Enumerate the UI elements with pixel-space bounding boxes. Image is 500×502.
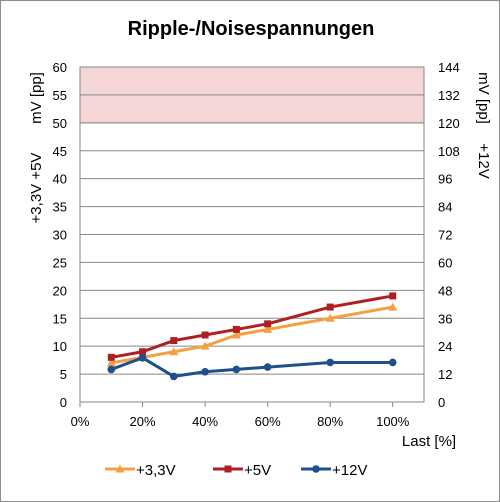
- x-tick-label: 80%: [317, 414, 343, 429]
- y-right-label-unit: mV [pp]: [475, 72, 492, 124]
- data-point-12v: [232, 365, 241, 374]
- y-left-tick-label: 45: [53, 144, 67, 159]
- data-point-33v: [169, 347, 179, 356]
- chart-title: Ripple-/Noisespannungen: [128, 18, 375, 40]
- data-point-12v: [170, 372, 178, 381]
- legend-label-12v: +12V: [332, 462, 367, 479]
- data-point-33v: [263, 324, 273, 333]
- legend-marker-33v: [115, 464, 125, 473]
- plot-area-border: [79, 66, 425, 403]
- data-point-33v: [231, 330, 241, 339]
- y-left-tick-label: 0: [60, 395, 67, 410]
- y-right-tick-label: 36: [438, 311, 452, 326]
- y-left-tick-label: 20: [53, 283, 67, 298]
- data-point-12v: [138, 353, 147, 362]
- data-point-12v: [201, 367, 209, 376]
- y-left-tick-label: 55: [53, 88, 67, 103]
- y-right-tick-label: 144: [438, 60, 460, 75]
- x-tick-label: 20%: [130, 414, 156, 429]
- data-point-5v: [326, 303, 334, 311]
- y-right-tick-label: 60: [438, 255, 452, 270]
- data-point-5v: [264, 320, 272, 328]
- y-left-tick-label: 60: [53, 60, 67, 75]
- data-point-33v: [388, 302, 398, 311]
- series-line-5v: [111, 294, 393, 359]
- legend-marker-5v: [224, 465, 232, 473]
- legend-label-5v: +5V: [244, 462, 271, 479]
- y-right-tick-label: 24: [438, 339, 452, 354]
- x-tick-label: 40%: [192, 414, 218, 429]
- y-right-tick-label: 72: [438, 228, 452, 243]
- x-tick-label: 60%: [255, 414, 281, 429]
- y-right-tick-label: 96: [438, 172, 452, 187]
- data-point-5v: [139, 348, 147, 356]
- data-point-12v: [326, 358, 334, 367]
- legend-marker-12v: [312, 465, 320, 473]
- data-point-5v: [201, 331, 209, 339]
- y-left-tick-label: 25: [53, 255, 67, 270]
- y-right-tick-label: 48: [438, 283, 452, 298]
- data-point-12v: [388, 358, 397, 367]
- y-left-tick-label: 40: [53, 172, 67, 187]
- y-left-tick-label: 50: [53, 116, 67, 131]
- y-left-tick-label: 10: [53, 339, 67, 354]
- x-axis-label: Last [%]: [402, 433, 456, 450]
- y-right-label-rail: +12V: [475, 143, 492, 178]
- y-left-tick-label: 15: [53, 311, 67, 326]
- y-left-label-rails: +3,3V +5V: [28, 153, 45, 224]
- series-line-12v: [110, 356, 393, 378]
- data-point-5v: [170, 337, 178, 345]
- y-right-tick-label: 0: [438, 395, 445, 410]
- data-point-33v: [325, 313, 335, 322]
- legend-label-33v: +3,3V: [136, 462, 176, 479]
- data-point-33v: [200, 341, 210, 350]
- x-tick-label: 100%: [376, 414, 410, 429]
- y-left-tick-label: 5: [60, 367, 67, 382]
- y-right-tick-label: 12: [438, 367, 452, 382]
- data-point-12v: [263, 363, 272, 371]
- data-point-33v: [106, 358, 116, 367]
- x-tick-label: 0%: [71, 414, 90, 429]
- series-line-33v: [111, 305, 393, 365]
- y-right-tick-label: 108: [438, 144, 460, 159]
- y-left-tick-label: 35: [53, 200, 67, 215]
- y-left-label-unit: mV [pp]: [28, 72, 45, 124]
- y-left-tick-label: 30: [53, 228, 67, 243]
- y-right-tick-label: 84: [438, 200, 452, 215]
- y-right-tick-label: 120: [438, 116, 460, 131]
- data-point-5v: [107, 353, 115, 361]
- data-point-5v: [232, 325, 240, 333]
- y-right-tick-label: 132: [438, 88, 460, 103]
- data-point-12v: [107, 365, 116, 374]
- data-point-5v: [389, 292, 397, 300]
